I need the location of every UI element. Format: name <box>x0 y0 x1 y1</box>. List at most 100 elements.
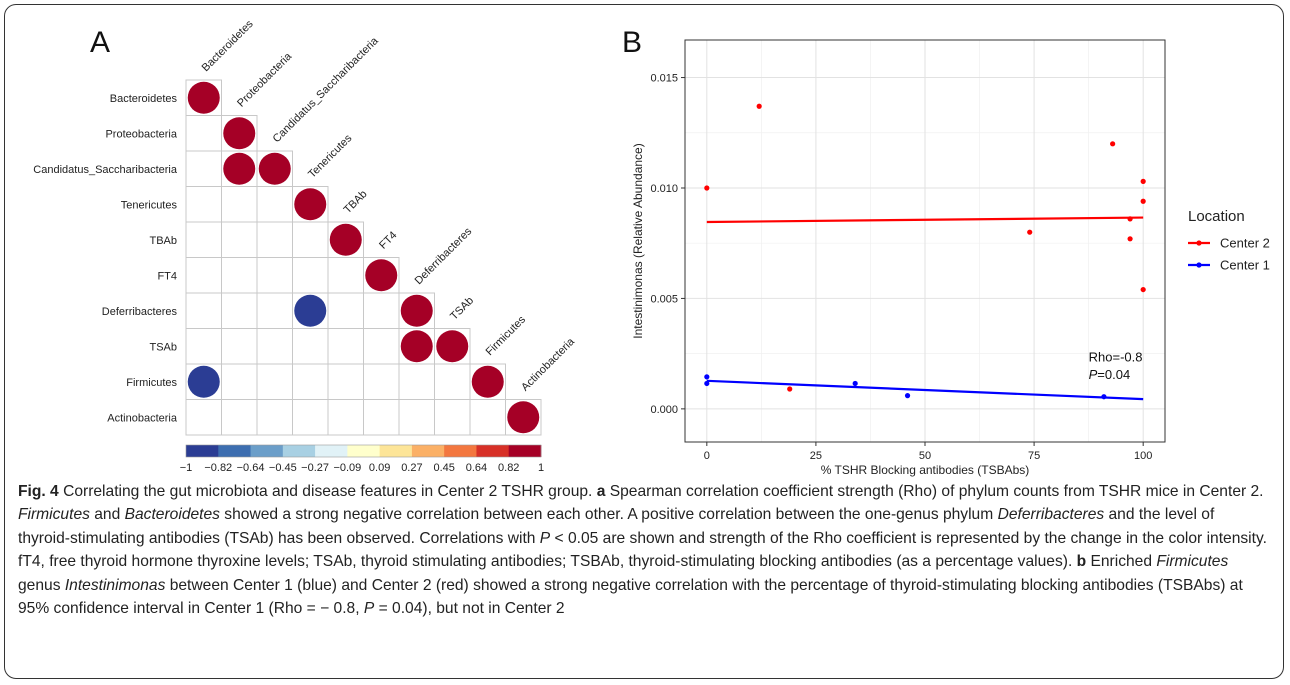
col-label-actinobacteria: Actinobacteria <box>519 335 577 393</box>
colorbar-outline <box>185 444 542 458</box>
data-point-center-2 <box>1140 198 1146 204</box>
corr-circle-candidatus_saccharibacteria-candidatus_saccharibacteria <box>258 152 291 185</box>
data-point-center-1 <box>704 374 710 380</box>
grid-cell <box>185 328 222 365</box>
grid-cell <box>363 399 400 436</box>
grid-cell <box>256 328 293 365</box>
caption-text: = 0.04), but not in Center 2 <box>374 599 565 617</box>
row-label-candidatus_saccharibacteria: Candidatus_Saccharibacteria <box>33 164 178 176</box>
caption-text: Deferribacteres <box>997 506 1105 524</box>
row-label-bacteroidetes: Bacteroidetes <box>110 93 178 105</box>
corr-circle-deferribacteres-deferribacteres <box>400 294 433 327</box>
y-tick-label: 0.005 <box>650 293 678 305</box>
grid-cell <box>221 399 258 436</box>
col-label-firmicutes: Firmicutes <box>484 313 529 358</box>
grid-cell <box>221 257 258 294</box>
trend-line-center-1 <box>706 379 1144 401</box>
grid-cell <box>221 328 258 365</box>
col-label-tsab: TSAb <box>448 295 476 323</box>
caption-text: a <box>596 483 606 500</box>
colorbar-swatch <box>282 445 316 457</box>
caption-text: Spearman correlation coefficient strengt… <box>605 483 1264 500</box>
col-label-deferribacteres: Deferribacteres <box>413 225 475 287</box>
row-label-firmicutes: Firmicutes <box>126 377 177 389</box>
y-tick-label: 0.010 <box>650 183 678 195</box>
col-label-tbab: TBAb <box>342 188 370 216</box>
grid-cell <box>469 399 506 436</box>
grid-cell <box>256 257 293 294</box>
col-label-bacteroidetes: Bacteroidetes <box>200 18 256 74</box>
colorbar-tick-label: −1 <box>180 462 193 474</box>
caption-text: P <box>539 529 551 547</box>
col-label-ft4: FT4 <box>377 229 399 251</box>
grid-cell <box>256 399 293 436</box>
col-label-tenericutes: Tenericutes <box>306 132 355 181</box>
grid-cell <box>185 150 222 187</box>
y-tick-label: 0.000 <box>650 404 678 416</box>
data-point-center-1 <box>852 380 858 387</box>
colorbar-tick-label: −0.82 <box>204 462 232 474</box>
grid-cell <box>221 221 258 258</box>
grid-cell <box>185 399 222 436</box>
caption-figure-label: Fig. 4 <box>18 483 59 500</box>
y-axis-title: Intestinimonas (Relative Abundance) <box>631 143 645 338</box>
y-tick-label: 0.015 <box>650 73 678 85</box>
grid-cell <box>221 363 258 400</box>
corr-circle-deferribacteres-tenericutes <box>294 294 327 327</box>
grid-cell <box>221 186 258 223</box>
grid-cell <box>398 363 435 400</box>
grid-cell <box>505 399 542 436</box>
row-label-tbab: TBAb <box>149 235 177 247</box>
corr-circle-tenericutes-tenericutes <box>294 188 327 221</box>
panel-b-label: B <box>622 26 642 59</box>
colorbar-tick-label: −0.27 <box>301 462 329 474</box>
grid-cell <box>434 399 471 436</box>
caption-text: Bacteroidetes <box>124 506 220 524</box>
caption-text: and <box>89 506 125 524</box>
data-point-center-1 <box>1101 394 1107 400</box>
data-point-center-2 <box>704 185 710 191</box>
corr-circle-candidatus_saccharibacteria-proteobacteria <box>223 152 256 185</box>
grid-cell <box>185 221 222 258</box>
grid-cell <box>292 328 329 365</box>
grid-cell <box>256 186 293 223</box>
corr-circle-ft4-ft4 <box>365 259 398 292</box>
grid-cell <box>363 328 400 365</box>
grid-cell <box>327 328 364 365</box>
corr-circle-firmicutes-bacteroidetes <box>187 365 220 398</box>
colorbar-tick-label: 0.09 <box>369 462 390 474</box>
colorbar-tick-label: −0.45 <box>269 462 297 474</box>
caption-text: b <box>1076 553 1087 571</box>
colorbar-tick-label: 0.82 <box>498 462 519 474</box>
rho-annotation: Rho=-0.8 <box>1089 349 1143 364</box>
colorbar-swatch <box>347 445 381 457</box>
x-tick-label: 0 <box>704 450 710 462</box>
row-label-deferribacteres: Deferribacteres <box>102 306 178 318</box>
grid-cell <box>327 257 364 294</box>
row-label-proteobacteria: Proteobacteria <box>105 128 177 140</box>
corr-circle-tsab-deferribacteres <box>400 330 433 363</box>
colorbar-swatch <box>186 445 219 457</box>
corr-circle-tsab-tsab <box>436 330 469 363</box>
colorbar-swatch <box>379 445 413 457</box>
caption-text: < 0.05 are shown and strength of the Rho… <box>18 529 1267 571</box>
legend-title: Location <box>1188 208 1245 225</box>
grid-cell <box>327 363 364 400</box>
figure-canvas: A BacteroidetesProteobacteriaCandidatus_… <box>33 18 1270 477</box>
data-point-center-2 <box>1127 216 1133 222</box>
caption-text: and the level of thyroid-stimulating ant… <box>18 506 1215 547</box>
p-value: =0.04 <box>1097 367 1130 382</box>
colorbar-swatch <box>250 445 284 457</box>
colorbar-swatch <box>444 445 477 457</box>
x-axis-title: % TSHR Blocking antibodies (TSBAbs) <box>821 463 1030 477</box>
data-point-center-1 <box>904 393 911 399</box>
grid-cell <box>256 221 293 258</box>
figure-caption: Fig. 4 Correlating the gut microbiota an… <box>18 480 1270 620</box>
grid-cell <box>363 292 400 329</box>
caption-text: Correlating the gut microbiota and disea… <box>58 483 597 500</box>
x-tick-label: 25 <box>810 450 822 462</box>
legend-label-center-2: Center 2 <box>1220 236 1270 251</box>
corr-circle-firmicutes-firmicutes <box>471 365 504 398</box>
x-tick-label: 75 <box>1028 450 1040 462</box>
col-label-candidatus_saccharibacteria: Candidatus_Saccharibacteria <box>271 34 382 145</box>
